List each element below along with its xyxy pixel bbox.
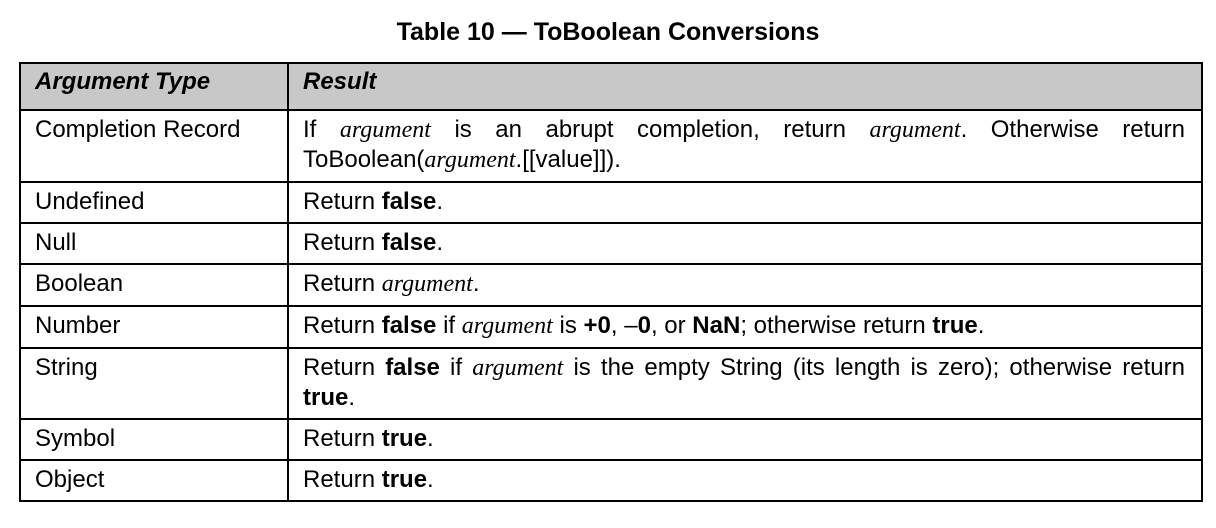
argument-type-cell: Undefined [19,181,289,224]
argument-type-cell: Symbol [19,418,289,461]
table-row: Completion Record If argument is an abru… [19,109,1203,183]
result-cell: Return false if argument is the empty St… [287,347,1203,420]
argument-type-cell: Null [19,222,289,265]
argument-type-cell: Number [19,305,289,349]
table-row: Number Return false if argument is +0, –… [19,305,1203,349]
table-row: Object Return true. [19,459,1203,502]
table-row: Boolean Return argument. [19,263,1203,307]
table-row: String Return false if argument is the e… [19,347,1203,420]
table-row: Symbol Return true. [19,418,1203,461]
bold-term: true [303,384,349,411]
table-caption: Table 10 — ToBoolean Conversions [396,18,820,46]
result-cell: Return true. [287,418,1203,461]
result-cell: Return false if argument is +0, –0, or N… [287,305,1203,349]
toboolean-conversions-table: Argument Type Result Completion Record I… [19,62,1203,502]
result-cell: Return false. [287,181,1203,224]
bold-term: false [381,312,437,339]
bold-term: NaN [692,312,741,339]
table-header-row: Argument Type Result [19,62,1203,111]
italic-term: argument [381,271,473,297]
bold-term: true [932,312,978,339]
argument-type-cell: String [19,347,289,420]
table-row: Undefined Return false. [19,181,1203,224]
argument-type-cell: Boolean [19,263,289,307]
italic-term: argument [424,147,516,173]
result-cell: If argument is an abrupt completion, ret… [287,109,1203,183]
bold-term: false [381,229,437,256]
italic-term: argument [869,117,961,143]
argument-type-cell: Object [19,459,289,502]
bold-term: false [385,354,440,381]
result-cell: Return false. [287,222,1203,265]
result-cell: Return argument. [287,263,1203,307]
argument-type-cell: Completion Record [19,109,289,183]
result-cell: Return true. [287,459,1203,502]
italic-term: argument [339,117,431,143]
header-argument-type: Argument Type [19,62,289,111]
bold-term: +0 [583,312,611,339]
header-result: Result [287,62,1203,111]
bold-term: true [381,425,428,452]
bold-term: 0 [637,312,651,339]
table-row: Null Return false. [19,222,1203,265]
bold-term: true [381,466,428,493]
italic-term: argument [461,313,553,339]
bold-term: false [381,188,437,215]
italic-term: argument [472,355,564,381]
